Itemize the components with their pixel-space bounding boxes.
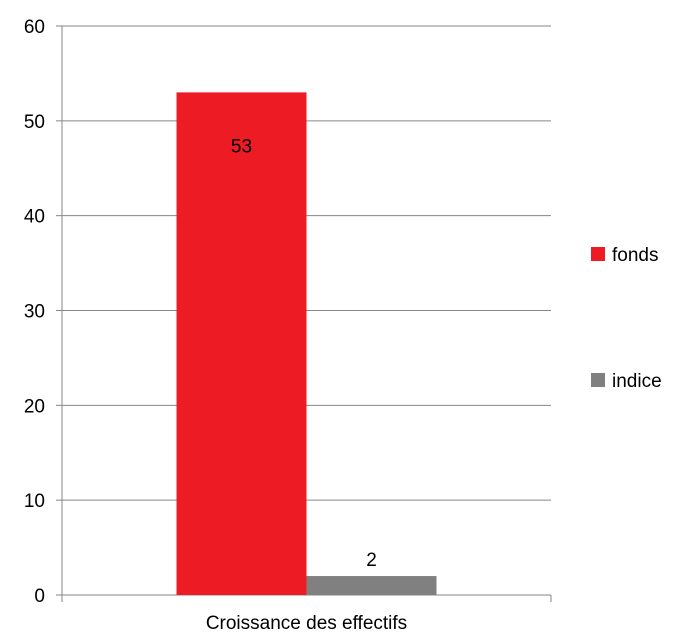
legend-swatch-indice [591, 373, 605, 387]
category-label: Croissance des effectifs [206, 613, 407, 634]
bar-indice [306, 576, 437, 595]
data-label-indice: 2 [366, 550, 377, 571]
data-label-fonds: 53 [231, 136, 252, 157]
y-tick-label: 0 [34, 586, 45, 607]
legend: fonds indice [591, 245, 662, 392]
y-tick-label: 20 [24, 396, 45, 417]
y-tick-label: 30 [24, 302, 45, 323]
legend-label-fonds: fonds [612, 245, 658, 266]
bar-fonds [176, 92, 307, 595]
legend-label-indice: indice [612, 371, 662, 392]
y-tick-label: 10 [24, 491, 45, 512]
data-labels: 53 2 [231, 136, 377, 571]
y-tick-labels: 0 10 20 30 40 50 60 [24, 17, 45, 607]
bars [176, 92, 437, 595]
legend-swatch-fonds [591, 247, 605, 261]
y-tick-label: 60 [24, 17, 45, 38]
y-tick-label: 50 [24, 112, 45, 133]
y-tick-label: 40 [24, 207, 45, 228]
